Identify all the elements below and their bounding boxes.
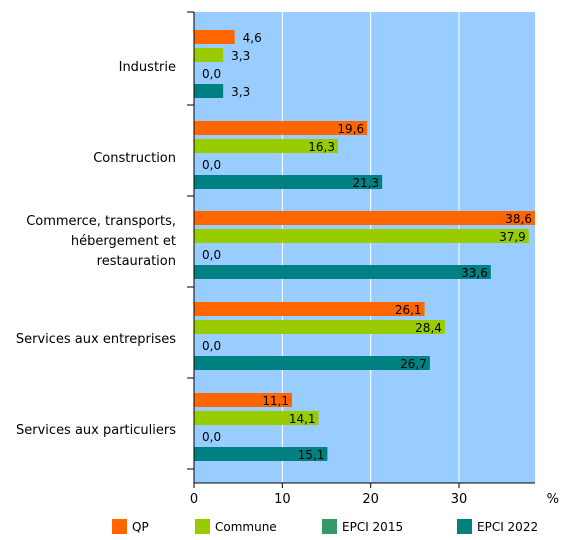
axes	[187, 11, 535, 488]
bar	[194, 265, 491, 279]
legend-label: EPCI 2015	[342, 520, 403, 534]
category-label: Industrie	[119, 60, 176, 75]
bar	[194, 175, 383, 189]
data-label: 3,3	[231, 85, 250, 99]
category-labels: Industrie Construction Commerce, transport…	[16, 60, 176, 438]
x-tick-label: 30	[451, 492, 468, 507]
bar	[194, 447, 328, 461]
category-label: Services aux particuliers	[16, 423, 176, 438]
legend-label: Commune	[215, 520, 277, 534]
data-label: 15,1	[298, 448, 325, 462]
data-label: 26,7	[400, 357, 427, 371]
x-tick-label: 10	[274, 492, 291, 507]
data-label: 33,6	[461, 266, 488, 280]
data-label: 14,1	[289, 412, 316, 426]
bar	[194, 229, 529, 243]
bars: 4,6 3,3 0,0 3,3 19,616,3 0,0 21,3 38,6 37,9 0,0 33…	[194, 30, 535, 462]
legend-label: QP	[132, 520, 149, 534]
data-label: 0,0	[202, 67, 221, 81]
bar	[194, 320, 445, 334]
category-label: hébergement et	[71, 234, 176, 249]
data-label: 38,6	[505, 212, 532, 226]
data-label: 26,1	[395, 303, 422, 317]
bar	[194, 121, 368, 135]
data-label: 3,3	[231, 49, 250, 63]
data-label: 0,0	[202, 158, 221, 172]
data-label: 37,9	[499, 230, 526, 244]
data-label: 4,6	[243, 31, 262, 45]
bar	[194, 211, 535, 225]
x-axis-unit: %	[547, 492, 559, 507]
data-label: 16,3	[308, 140, 335, 154]
bar	[194, 84, 224, 98]
bar	[194, 302, 425, 316]
bar	[194, 356, 430, 370]
legend-swatch	[112, 519, 127, 534]
bar	[194, 393, 293, 407]
data-label: 21,3	[352, 176, 379, 190]
data-label: 28,4	[415, 321, 442, 335]
x-tick-label: 0	[190, 492, 198, 507]
data-label: 0,0	[202, 339, 221, 353]
legend-swatch	[195, 519, 210, 534]
data-label: 19,6	[337, 122, 364, 136]
legend: QP Commune EPCI 2015 EPCI 2022	[112, 519, 538, 534]
x-tick-label: 20	[362, 492, 379, 507]
legend-swatch	[457, 519, 472, 534]
legend-swatch	[322, 519, 337, 534]
data-label: 0,0	[202, 248, 221, 262]
category-label: Commerce, transports,	[26, 214, 176, 229]
legend-label: EPCI 2022	[477, 520, 538, 534]
x-tick-labels: 0 10 20 30	[190, 492, 467, 507]
data-label: 0,0	[202, 430, 221, 444]
category-label: Services aux entreprises	[16, 332, 176, 347]
bar	[194, 30, 235, 44]
bar	[194, 139, 338, 153]
category-label: Construction	[93, 151, 176, 166]
data-label: 11,1	[262, 394, 289, 408]
bar	[194, 411, 319, 425]
bar	[194, 48, 224, 62]
category-label: restauration	[97, 254, 176, 269]
